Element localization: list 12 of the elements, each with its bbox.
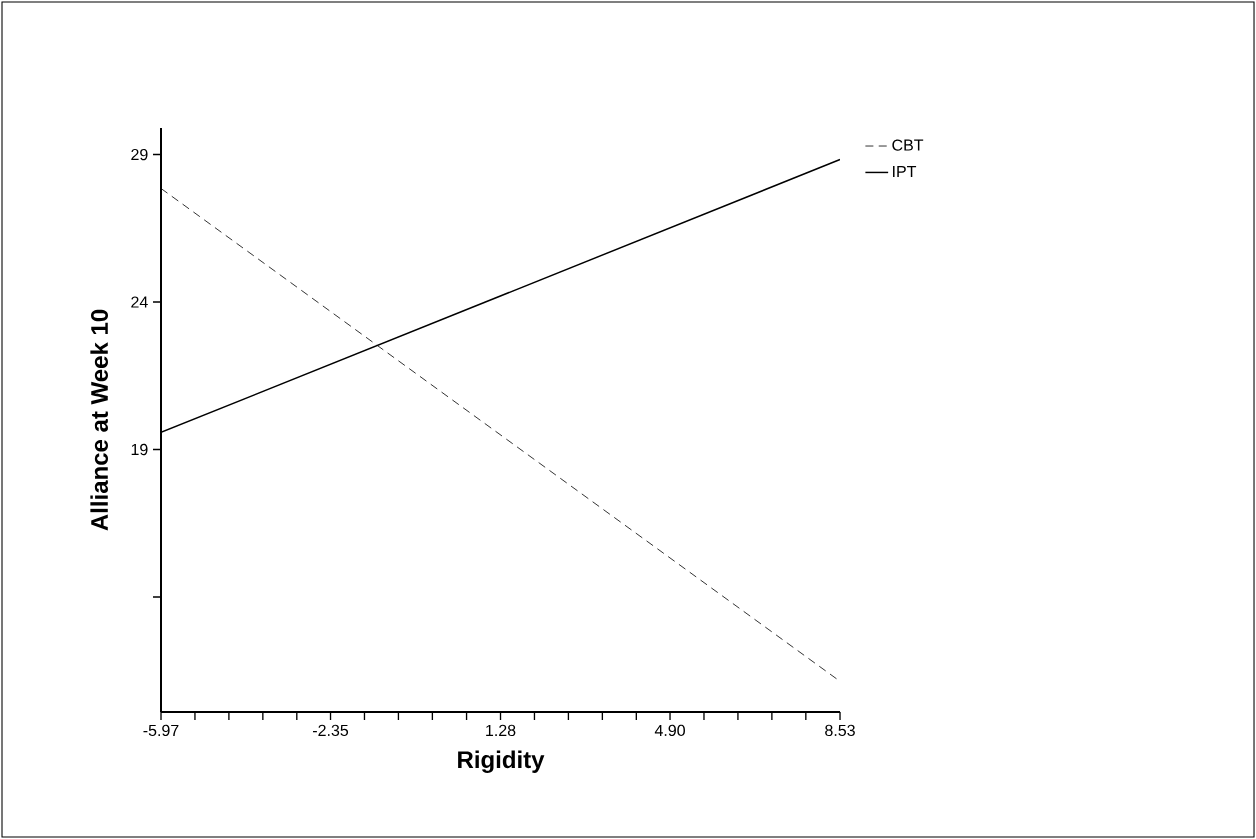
- legend-label: CBT: [892, 139, 924, 151]
- x-tick-label: 8.53: [825, 724, 855, 737]
- x-axis-title: Rigidity: [458, 750, 545, 773]
- x-tick-label: 1.28: [486, 724, 516, 737]
- x-tick-label: -2.35: [313, 724, 349, 737]
- x-tick-label: -5.97: [143, 724, 179, 737]
- y-tick-label: 29: [131, 148, 148, 161]
- x-tick-label: 4.90: [654, 724, 685, 737]
- y-axis-title: Alliance at Week 10: [90, 309, 108, 531]
- legend-label: IPT: [893, 165, 917, 177]
- y-tick-label: 19: [131, 443, 148, 456]
- y-tick-label: 24: [131, 296, 148, 308]
